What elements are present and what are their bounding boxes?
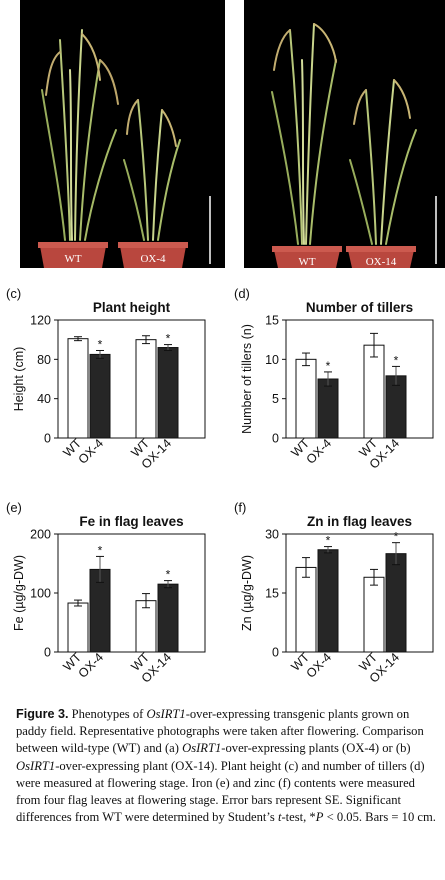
bar xyxy=(363,576,385,653)
caption-gene-1: OsIRT1 xyxy=(146,707,186,721)
bar xyxy=(317,378,339,439)
bar xyxy=(67,338,89,439)
chart-title: Zn in flag leaves xyxy=(307,514,412,529)
bar xyxy=(135,339,157,439)
y-axis-label: Zn (µg/g-DW) xyxy=(240,555,254,631)
caption-gene-3: OsIRT1 xyxy=(16,758,56,773)
plant-photo-b-drawing: WT OX-14 xyxy=(271,23,437,268)
chart-panel-e: (e) Fe in flag leaves Fe (µg/g-DW) 0 100 200 W… xyxy=(0,492,215,682)
caption-p-italic: P xyxy=(315,810,324,825)
chart-panel-d: (d) Number of tillers Number of tillers (n… xyxy=(228,278,443,468)
pots-a: WT OX-4 xyxy=(38,242,188,268)
bar xyxy=(89,353,111,439)
bar xyxy=(317,549,339,653)
figure-label: Figure 3. xyxy=(16,707,69,721)
y-tick-label: 0 xyxy=(272,432,279,446)
x-tick-label: OX-4 xyxy=(76,436,107,467)
pot-label-b-1: WT xyxy=(298,256,315,268)
figure-caption: Figure 3. Phenotypes of OsIRT1-over-expr… xyxy=(16,706,436,826)
significance-asterisk: * xyxy=(166,568,171,582)
panel-letter: (e) xyxy=(6,500,22,515)
y-tick-label: 10 xyxy=(265,353,279,367)
photo-b-wt-vs-ox14: WT OX-14 xyxy=(244,0,445,268)
caption-text-1: Phenotypes of xyxy=(68,707,147,721)
chart-panel-c: (c) Plant height Height (cm) 0 40 80 120 WT * OX-… xyxy=(0,278,215,468)
pot-label-a-1: WT xyxy=(64,253,81,265)
chart-title: Fe in flag leaves xyxy=(79,514,183,529)
bar xyxy=(157,583,179,653)
significance-asterisk: * xyxy=(98,543,103,557)
y-tick-label: 100 xyxy=(30,587,51,601)
bar xyxy=(385,553,407,653)
chart-panel-f: (f) Zn in flag leaves Zn (µg/g-DW) 0 15 30 WT *… xyxy=(228,492,443,682)
bar xyxy=(295,358,317,439)
caption-text-4: -over-expressing plant (OX-14). Plant he… xyxy=(16,758,425,825)
caption-gene-2: OsIRT1 xyxy=(182,741,222,756)
panel-letter: (d) xyxy=(234,286,250,301)
caption-text-6: < 0.05. Bars = 10 cm. xyxy=(323,810,436,825)
caption-t-italic: t xyxy=(277,810,282,825)
y-tick-label: 0 xyxy=(272,646,279,660)
chart-title: Plant height xyxy=(93,300,171,315)
y-tick-label: 0 xyxy=(44,646,51,660)
x-tick-label: OX-4 xyxy=(304,650,335,681)
y-tick-label: 80 xyxy=(37,353,51,367)
y-axis-label: Fe (µg/g-DW) xyxy=(12,555,26,631)
y-tick-label: 120 xyxy=(30,314,51,328)
pots-b: WT OX-14 xyxy=(272,246,416,268)
y-tick-label: 5 xyxy=(272,392,279,406)
y-axis-label: Number of tillers (n) xyxy=(240,324,254,434)
bar xyxy=(135,600,157,653)
photo-a-wt-vs-ox4: WT OX-4 xyxy=(20,0,225,268)
caption-text-5: -test, * xyxy=(281,810,316,825)
plants-b xyxy=(271,23,417,245)
y-tick-label: 15 xyxy=(265,314,279,328)
significance-asterisk: * xyxy=(98,337,103,351)
x-tick-label: OX-4 xyxy=(76,650,107,681)
pot-label-a-2: OX-4 xyxy=(140,253,166,265)
y-tick-label: 0 xyxy=(44,432,51,446)
bar xyxy=(363,344,385,439)
significance-asterisk: * xyxy=(326,534,331,548)
caption-text-2: -over-expressing transgenic plants grown… xyxy=(16,707,424,756)
significance-asterisk: * xyxy=(166,332,171,346)
pot-label-b-2: OX-14 xyxy=(366,256,397,268)
significance-asterisk: * xyxy=(326,359,331,373)
plot-frame xyxy=(57,319,206,439)
plant-photo-a-drawing: WT OX-4 xyxy=(38,29,211,268)
plot-frame xyxy=(285,319,434,439)
bar xyxy=(295,566,317,653)
plants-a xyxy=(41,29,181,241)
y-tick-label: 15 xyxy=(265,587,279,601)
bar xyxy=(67,602,89,653)
panel-letter: (f) xyxy=(234,500,246,515)
y-axis-label: Height (cm) xyxy=(12,347,26,412)
bar xyxy=(157,347,179,439)
significance-asterisk: * xyxy=(394,353,399,367)
y-tick-label: 40 xyxy=(37,392,51,406)
caption-text-3: -over-expressing plants (OX-4) or (b) xyxy=(221,741,411,756)
y-tick-label: 30 xyxy=(265,528,279,542)
panel-letter: (c) xyxy=(6,286,21,301)
chart-number-of-tillers: (d) Number of tillers Number of tillers (n… xyxy=(234,286,434,468)
x-tick-label: OX-4 xyxy=(304,436,335,467)
significance-asterisk: * xyxy=(394,530,399,544)
chart-title: Number of tillers xyxy=(306,300,413,315)
y-tick-label: 200 xyxy=(30,528,51,542)
